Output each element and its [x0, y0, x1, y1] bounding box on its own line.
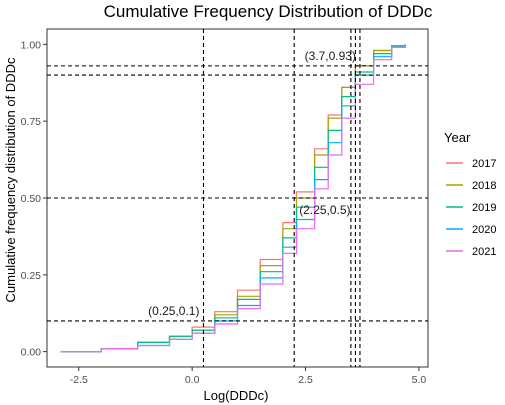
x-tick-label: 2.5: [298, 374, 313, 386]
legend-label-2020: 2020: [472, 224, 496, 236]
x-tick-label: 0.0: [185, 374, 200, 386]
series-line-2021: [60, 44, 406, 353]
y-tick-label: 0.25: [21, 270, 42, 282]
chart-title: Cumulative Frequency Distribution of DDD…: [104, 2, 433, 21]
annotation-label: (3.7,0.93): [305, 49, 356, 63]
y-tick-label: 0.50: [21, 193, 42, 205]
annotation-label: (2.25,0.5): [299, 203, 350, 217]
x-tick-label: 5.0: [412, 374, 427, 386]
y-tick-label: 0.75: [21, 116, 42, 128]
y-tick-label: 0.00: [21, 347, 42, 359]
legend-label-2017: 2017: [472, 158, 496, 170]
plot-area: (0.25,0.1) (2.25,0.5) (3.7,0.93): [46, 28, 429, 368]
x-tick-label: -2.5: [70, 374, 88, 386]
legend-title: Year: [444, 130, 471, 145]
x-axis-label: Log(DDDc): [203, 388, 268, 403]
y-axis-label: Cumulative frequency distribution of DDD…: [3, 57, 18, 302]
y-tick-label: 1.00: [21, 39, 42, 51]
legend-label-2021: 2021: [472, 246, 496, 258]
legend-label-2019: 2019: [472, 202, 496, 214]
legend-label-2018: 2018: [472, 180, 496, 192]
legend: Year 2017 2018 2019 2020 2021: [444, 130, 496, 258]
annotation-label: (0.25,0.1): [148, 304, 199, 318]
